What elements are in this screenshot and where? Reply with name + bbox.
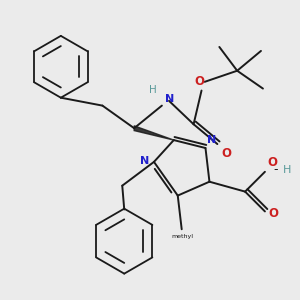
Text: H: H [283, 165, 291, 175]
Text: N: N [208, 135, 217, 145]
Text: O: O [268, 207, 278, 220]
Text: methyl: methyl [172, 234, 194, 239]
Text: O: O [267, 156, 277, 169]
Text: N: N [165, 94, 174, 103]
Text: N: N [140, 156, 149, 166]
Text: -: - [274, 163, 278, 176]
Polygon shape [134, 126, 174, 140]
Text: O: O [194, 75, 205, 88]
Text: H: H [149, 85, 157, 95]
Text: O: O [221, 147, 231, 160]
